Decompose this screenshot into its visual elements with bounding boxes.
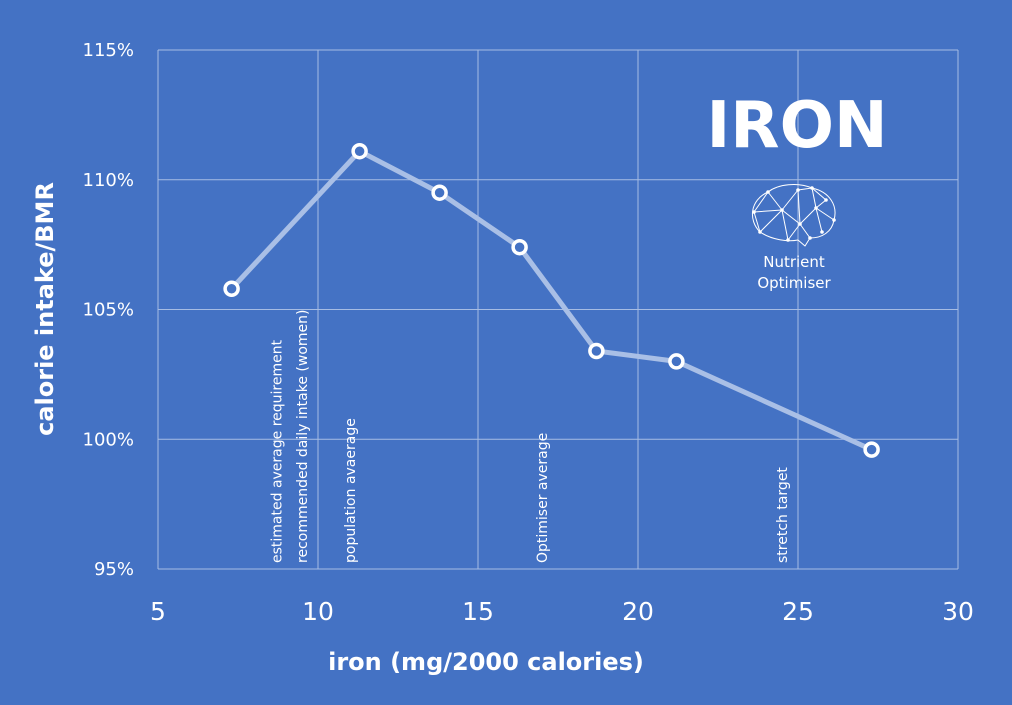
- chart-title: IRON: [706, 89, 887, 163]
- y-tick-label: 100%: [83, 429, 134, 450]
- data-point: [223, 280, 240, 297]
- y-tick-label: 115%: [83, 40, 134, 61]
- annotation-label: recommended daily intake (women): [295, 310, 311, 563]
- grid: [157, 49, 959, 570]
- data-point: [511, 238, 528, 256]
- data-point: [668, 353, 685, 370]
- y-axis-title: calorie intake/BMR: [31, 182, 59, 436]
- x-tick-label: 5: [150, 597, 166, 626]
- data-point: [588, 342, 605, 360]
- x-tick-label: 25: [782, 597, 814, 626]
- series: [223, 142, 880, 458]
- x-tick-label: 30: [942, 597, 974, 626]
- x-tick-label: 10: [302, 597, 334, 626]
- x-axis-title: iron (mg/2000 calories): [328, 648, 644, 676]
- series-line: [229, 148, 875, 453]
- data-point: [351, 142, 368, 160]
- annotation-label: stretch target: [775, 467, 791, 563]
- y-tick-label: 110%: [83, 170, 134, 191]
- data-point: [431, 184, 448, 201]
- x-tick-label: 15: [462, 597, 494, 626]
- y-tick-label: 105%: [83, 300, 134, 321]
- annotations: estimated average requirement recommended…: [269, 310, 791, 563]
- logo-text-line2: Optimiser: [757, 274, 831, 292]
- annotation-label: estimated average requirement: [269, 339, 285, 563]
- data-point: [863, 441, 880, 458]
- x-tick-labels: 5 10 15 20 25 30: [150, 597, 974, 626]
- y-tick-labels: 95% 100% 105% 110% 115%: [83, 40, 134, 580]
- y-tick-label: 95%: [94, 559, 134, 580]
- logo-text-line1: Nutrient: [763, 253, 825, 271]
- annotation-label: Optimiser average: [535, 433, 551, 563]
- logo: Nutrient Optimiser: [752, 184, 836, 292]
- x-tick-label: 20: [622, 597, 654, 626]
- annotation-label: population avaerage: [343, 418, 359, 563]
- brain-network-icon: [752, 184, 836, 247]
